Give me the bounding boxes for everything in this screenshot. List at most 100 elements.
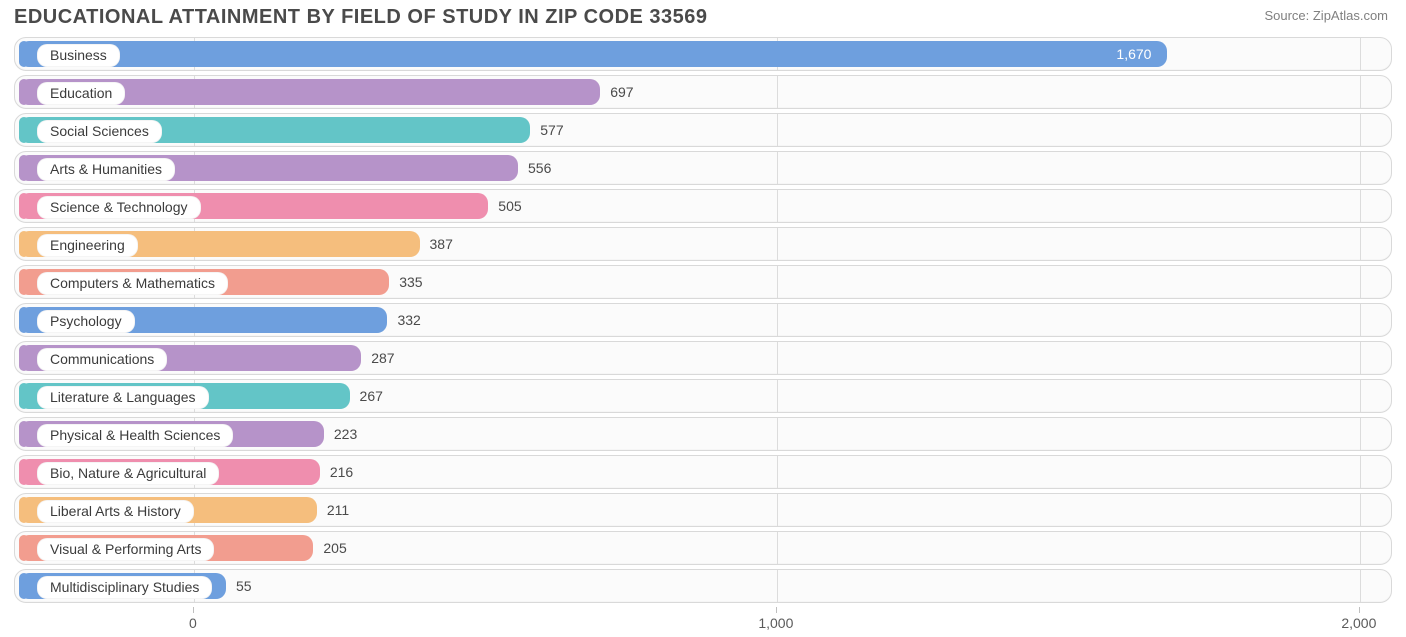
gridline	[1360, 380, 1361, 412]
category-pill: Science & Technology	[37, 196, 201, 219]
value-label: 211	[327, 502, 349, 518]
source-label: Source: ZipAtlas.com	[1264, 6, 1388, 23]
bar-row: Communications 287	[14, 341, 1392, 375]
bar-row: Science & Technology 505	[14, 189, 1392, 223]
bar-cap	[19, 269, 29, 295]
value-label: 287	[371, 350, 394, 366]
bar-cap	[19, 535, 29, 561]
gridline	[1360, 266, 1361, 298]
gridline	[1360, 304, 1361, 336]
x-tick-label: 1,000	[758, 615, 793, 631]
value-label: 216	[330, 464, 353, 480]
value-label: 387	[430, 236, 453, 252]
value-label: 556	[528, 160, 551, 176]
bar-row: Liberal Arts & History 211	[14, 493, 1392, 527]
gridline	[1360, 532, 1361, 564]
gridline	[1360, 190, 1361, 222]
value-label: 267	[360, 388, 383, 404]
bar-cap	[19, 345, 29, 371]
gridline	[777, 418, 778, 450]
bar-row: Bio, Nature & Agricultural 216	[14, 455, 1392, 489]
bar-cap	[19, 79, 29, 105]
category-pill: Business	[37, 44, 120, 67]
bar-row: Literature & Languages 267	[14, 379, 1392, 413]
gridline	[1360, 152, 1361, 184]
gridline	[1360, 570, 1361, 602]
gridline	[1360, 456, 1361, 488]
bar-cap	[19, 497, 29, 523]
x-tick-label: 0	[189, 615, 197, 631]
bar-cap	[19, 383, 29, 409]
gridline	[777, 342, 778, 374]
value-label: 335	[399, 274, 422, 290]
gridline	[777, 380, 778, 412]
x-tick	[193, 607, 194, 613]
category-pill: Liberal Arts & History	[37, 500, 194, 523]
bar-row: Business 1,670	[14, 37, 1392, 71]
bar-cap	[19, 193, 29, 219]
gridline	[777, 76, 778, 108]
category-pill: Engineering	[37, 234, 138, 257]
gridline	[1360, 76, 1361, 108]
x-tick	[1359, 607, 1360, 613]
bar-row: Psychology 332	[14, 303, 1392, 337]
gridline	[777, 114, 778, 146]
header: EDUCATIONAL ATTAINMENT BY FIELD OF STUDY…	[0, 0, 1406, 29]
gridline	[1360, 418, 1361, 450]
bar-chart: Business 1,670 Education 697 Social Sciences…	[14, 37, 1392, 603]
category-pill: Visual & Performing Arts	[37, 538, 214, 561]
value-label: 577	[540, 122, 563, 138]
value-label: 1,670	[1116, 46, 1151, 62]
chart-title: EDUCATIONAL ATTAINMENT BY FIELD OF STUDY…	[14, 6, 708, 29]
category-pill: Education	[37, 82, 125, 105]
bar-row: Computers & Mathematics 335	[14, 265, 1392, 299]
x-tick	[776, 607, 777, 613]
gridline	[777, 152, 778, 184]
bar-row: Physical & Health Sciences 223	[14, 417, 1392, 451]
gridline	[777, 304, 778, 336]
gridline	[1360, 494, 1361, 526]
value-label: 223	[334, 426, 357, 442]
bar-row: Engineering 387	[14, 227, 1392, 261]
category-pill: Psychology	[37, 310, 135, 333]
gridline	[777, 494, 778, 526]
category-pill: Bio, Nature & Agricultural	[37, 462, 219, 485]
gridline	[777, 570, 778, 602]
bar-cap	[19, 117, 29, 143]
bar-row: Multidisciplinary Studies 55	[14, 569, 1392, 603]
bar-row: Visual & Performing Arts 205	[14, 531, 1392, 565]
value-label: 332	[397, 312, 420, 328]
bar-cap	[19, 307, 29, 333]
gridline	[777, 266, 778, 298]
category-pill: Literature & Languages	[37, 386, 209, 409]
category-pill: Communications	[37, 348, 167, 371]
x-axis: 0 1,000 2,000	[14, 607, 1392, 637]
bar	[19, 41, 1167, 67]
gridline	[1360, 342, 1361, 374]
value-label: 55	[236, 578, 252, 594]
gridline	[1360, 228, 1361, 260]
bar-row: Education 697	[14, 75, 1392, 109]
bar-cap	[19, 459, 29, 485]
bar-row: Arts & Humanities 556	[14, 151, 1392, 185]
bar-cap	[19, 155, 29, 181]
category-pill: Multidisciplinary Studies	[37, 576, 212, 599]
gridline	[777, 190, 778, 222]
gridline	[1360, 114, 1361, 146]
bar-cap	[19, 231, 29, 257]
value-label: 697	[610, 84, 633, 100]
bar-row: Social Sciences 577	[14, 113, 1392, 147]
value-label: 205	[323, 540, 346, 556]
gridline	[777, 532, 778, 564]
gridline	[777, 228, 778, 260]
category-pill: Computers & Mathematics	[37, 272, 228, 295]
bar-cap	[19, 421, 29, 447]
category-pill: Physical & Health Sciences	[37, 424, 233, 447]
gridline	[777, 456, 778, 488]
x-tick-label: 2,000	[1341, 615, 1376, 631]
bar-cap	[19, 573, 29, 599]
category-pill: Arts & Humanities	[37, 158, 175, 181]
gridline	[1360, 38, 1361, 70]
category-pill: Social Sciences	[37, 120, 162, 143]
value-label: 505	[498, 198, 521, 214]
